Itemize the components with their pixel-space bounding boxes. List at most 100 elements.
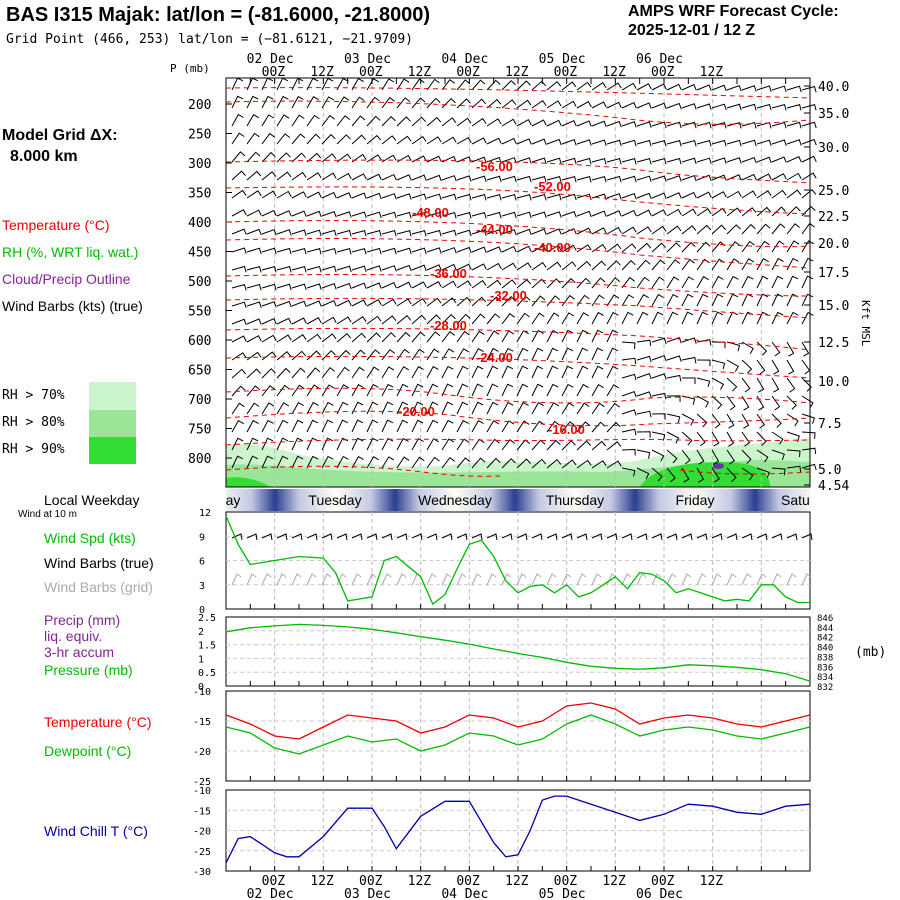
wind-barb bbox=[321, 229, 337, 237]
wind-barb bbox=[741, 449, 752, 464]
wind-barb bbox=[366, 229, 382, 237]
wind-barb bbox=[516, 312, 530, 325]
wind-barb-true bbox=[291, 533, 303, 541]
wind-barb bbox=[396, 314, 412, 325]
wind-barb bbox=[501, 193, 517, 201]
wind-barb bbox=[411, 247, 427, 254]
wind-barb-true bbox=[726, 533, 738, 541]
weekday-monday: Monday bbox=[226, 489, 275, 511]
height-tick-label: 40.0 bbox=[818, 80, 849, 95]
wind-barb bbox=[306, 133, 321, 145]
windchill-ytick-label: -25 bbox=[193, 847, 211, 858]
wind-barb bbox=[561, 210, 577, 218]
wind-barb bbox=[651, 102, 667, 110]
wind-barb bbox=[546, 80, 562, 91]
dewpoint-label: Dewpoint (°C) bbox=[44, 743, 132, 759]
wind-barb bbox=[351, 349, 366, 361]
wind-barb bbox=[441, 97, 456, 109]
wind-barb bbox=[531, 365, 544, 379]
wind-barb bbox=[486, 438, 500, 451]
wind-barb-grid bbox=[441, 573, 452, 586]
top-date-label: 06 Dec bbox=[636, 52, 683, 67]
wind-barb bbox=[261, 151, 276, 163]
height-tick-label: 20.0 bbox=[818, 237, 849, 252]
wind-barb bbox=[711, 139, 727, 147]
wind-barb bbox=[621, 157, 637, 165]
wind-barb-true bbox=[591, 533, 603, 541]
wind-barb bbox=[771, 206, 786, 217]
wind-barb bbox=[621, 467, 636, 477]
wind-barb bbox=[726, 121, 742, 129]
wind-chill-label: Wind Chill T (°C) bbox=[44, 823, 148, 839]
wind-barb bbox=[471, 330, 485, 343]
wind-barb bbox=[291, 402, 304, 415]
wind-barb bbox=[321, 191, 337, 199]
wind-barb bbox=[321, 114, 335, 127]
wind-barb bbox=[411, 78, 425, 91]
wind-barb bbox=[471, 296, 487, 307]
wind-barb bbox=[711, 449, 720, 465]
wind-barb bbox=[411, 264, 427, 271]
wind-barb bbox=[276, 419, 289, 433]
wind-barb bbox=[426, 297, 442, 307]
wind-barb-true bbox=[741, 533, 753, 541]
wind-barb bbox=[441, 155, 457, 163]
wind-barb bbox=[531, 439, 546, 451]
wind-barb-grid bbox=[471, 573, 482, 586]
height-tick-label: 17.5 bbox=[818, 266, 849, 281]
temperature-contour bbox=[225, 355, 811, 379]
wind-barb bbox=[486, 262, 502, 271]
wind-barb bbox=[606, 226, 622, 235]
wind-barb bbox=[351, 247, 367, 255]
wind-barb bbox=[771, 223, 786, 235]
wind-barb bbox=[546, 244, 562, 253]
wind-barb bbox=[381, 78, 395, 91]
wind-barb bbox=[591, 210, 607, 217]
wind-barb bbox=[771, 173, 787, 181]
wind-barb bbox=[486, 98, 502, 109]
wind-barb bbox=[291, 317, 307, 325]
wind-barb bbox=[276, 334, 292, 343]
wind-barb bbox=[606, 193, 622, 200]
wind-barb bbox=[486, 365, 499, 379]
wind-barb bbox=[411, 348, 425, 361]
wind-barb bbox=[636, 226, 652, 235]
wind-barb bbox=[681, 84, 697, 91]
wind-barb bbox=[276, 247, 292, 255]
wind-barb bbox=[306, 172, 322, 181]
wind-barb bbox=[276, 152, 291, 163]
wind-barb bbox=[756, 449, 769, 463]
wind-barb bbox=[681, 311, 694, 325]
pressure-ytick-label: 844 bbox=[817, 624, 833, 634]
wind-barb bbox=[546, 278, 561, 289]
wind-barb bbox=[741, 139, 757, 147]
wind-barb bbox=[786, 139, 802, 146]
wind-barb bbox=[291, 171, 307, 181]
height-tick-label: 7.5 bbox=[818, 417, 841, 432]
wind-barb bbox=[651, 157, 667, 165]
wind-barb bbox=[396, 154, 412, 163]
wind-barb bbox=[231, 335, 247, 343]
wind-barb bbox=[621, 121, 637, 128]
precip-label: Precip (mm) bbox=[44, 612, 121, 628]
wind-barb bbox=[276, 210, 292, 217]
wind-barb bbox=[276, 265, 292, 273]
wind-barb bbox=[471, 229, 487, 236]
height-tick-label: 22.5 bbox=[818, 210, 849, 225]
wind-barb bbox=[531, 228, 547, 235]
wind-barb bbox=[711, 431, 720, 447]
wind-barb bbox=[246, 419, 259, 433]
wind-barb bbox=[261, 190, 277, 199]
wind-barb bbox=[606, 101, 622, 109]
wind-barb bbox=[576, 294, 590, 307]
wind-barb bbox=[381, 456, 395, 469]
wind-barb bbox=[666, 276, 680, 289]
pressure-tick-label: 750 bbox=[188, 423, 211, 438]
wind-barb bbox=[231, 301, 247, 309]
wind-barb bbox=[711, 395, 723, 410]
wind-barb bbox=[231, 385, 246, 397]
pressure-ytick-label: 834 bbox=[817, 673, 833, 683]
wind-barb bbox=[786, 240, 800, 253]
wind-barbs-true-label: Wind Barbs (true) bbox=[44, 555, 154, 571]
wind-barb bbox=[366, 456, 380, 469]
